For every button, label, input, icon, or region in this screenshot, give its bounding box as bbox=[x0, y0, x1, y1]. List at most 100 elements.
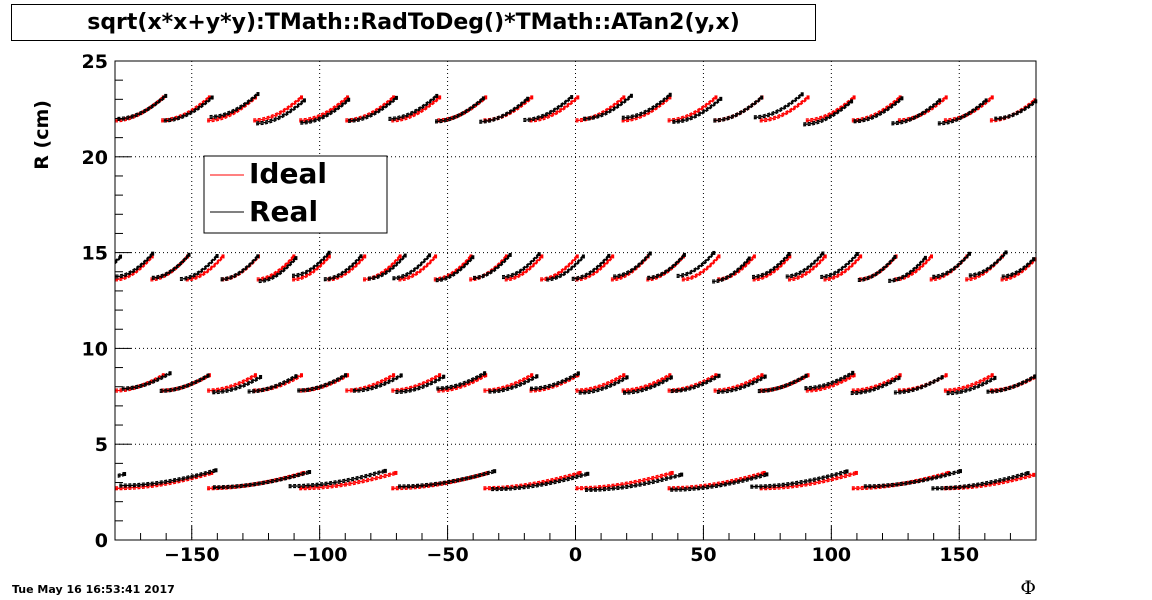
segment-end-marker bbox=[806, 95, 810, 100]
real-module-segment bbox=[435, 255, 475, 283]
segment-stroke bbox=[163, 95, 213, 120]
real-module-segment bbox=[672, 96, 723, 124]
segment-stroke bbox=[1001, 260, 1035, 279]
segment-end-marker bbox=[1033, 257, 1037, 262]
segment-stroke bbox=[391, 96, 441, 122]
segment-stroke bbox=[523, 97, 573, 123]
segment-stroke bbox=[891, 101, 941, 126]
segment-stroke bbox=[932, 253, 970, 278]
segment-stroke bbox=[288, 468, 386, 486]
segment-stroke bbox=[805, 376, 855, 393]
segment-stroke bbox=[220, 257, 259, 282]
segment-stroke bbox=[114, 98, 164, 123]
segment-stroke bbox=[179, 255, 218, 280]
segment-end-marker bbox=[221, 254, 225, 259]
segment-end-marker bbox=[851, 370, 855, 375]
real-module-segment bbox=[501, 252, 541, 280]
segment-end-marker bbox=[1033, 374, 1037, 379]
segment-end-marker bbox=[428, 253, 432, 258]
segment-end-marker bbox=[493, 469, 497, 474]
segment-stroke bbox=[578, 375, 628, 392]
segment-end-marker bbox=[850, 99, 854, 104]
segment-stroke bbox=[946, 378, 996, 396]
legend: Ideal Real bbox=[203, 155, 388, 234]
segment-end-marker bbox=[893, 254, 897, 259]
ideal-module-segment bbox=[433, 254, 473, 282]
segment-stroke bbox=[433, 254, 472, 279]
segment-stroke bbox=[785, 251, 824, 276]
segment-stroke bbox=[803, 100, 853, 126]
segment-stroke bbox=[291, 250, 330, 276]
segment-stroke bbox=[757, 373, 807, 391]
segment-stroke bbox=[256, 255, 295, 281]
real-module-segment bbox=[529, 371, 580, 391]
segment-stroke bbox=[397, 470, 495, 488]
y-tick-label: 25 bbox=[82, 51, 108, 73]
ideal-module-segment bbox=[681, 254, 721, 282]
segment-end-marker bbox=[383, 468, 387, 473]
segment-stroke bbox=[759, 376, 809, 393]
segment-stroke bbox=[256, 254, 295, 279]
real-module-segment bbox=[891, 98, 942, 126]
segment-stroke bbox=[670, 376, 720, 394]
segment-stroke bbox=[300, 97, 350, 122]
legend-real-label: Real bbox=[249, 195, 318, 228]
segment-end-marker bbox=[438, 95, 442, 100]
segment-end-marker bbox=[346, 95, 350, 100]
segment-stroke bbox=[367, 253, 406, 278]
segment-end-marker bbox=[787, 251, 791, 256]
segment-stroke bbox=[119, 469, 217, 487]
segment-end-marker bbox=[855, 251, 859, 256]
segment-end-marker bbox=[398, 254, 402, 259]
segment-end-marker bbox=[392, 373, 396, 378]
segment-stroke bbox=[670, 472, 768, 489]
segment-stroke bbox=[121, 374, 171, 391]
segment-stroke bbox=[621, 94, 671, 119]
segment-stroke bbox=[575, 95, 625, 120]
segment-stroke bbox=[392, 254, 431, 279]
segment-stroke bbox=[212, 469, 310, 487]
segment-stroke bbox=[647, 254, 685, 279]
segment-stroke bbox=[388, 93, 438, 119]
segment-stroke bbox=[891, 99, 941, 125]
segment-stroke bbox=[185, 257, 224, 282]
segment-stroke bbox=[716, 374, 766, 392]
segment-stroke bbox=[504, 257, 543, 282]
real-module-segment bbox=[220, 254, 260, 282]
segment-stroke bbox=[863, 470, 961, 488]
segment-stroke bbox=[436, 372, 486, 390]
real-module-segment bbox=[751, 251, 791, 280]
segment-stroke bbox=[785, 254, 824, 279]
segment-end-marker bbox=[854, 470, 858, 475]
segment-stroke bbox=[759, 96, 809, 122]
segment-stroke bbox=[584, 475, 682, 492]
segment-end-marker bbox=[714, 95, 718, 100]
segment-end-marker bbox=[765, 472, 769, 477]
segment-stroke bbox=[584, 472, 682, 490]
segment-stroke bbox=[621, 95, 671, 120]
segment-stroke bbox=[297, 374, 346, 392]
segment-stroke bbox=[968, 250, 1007, 275]
segment-stroke bbox=[483, 98, 533, 123]
segment-stroke bbox=[163, 96, 213, 122]
segment-stroke bbox=[750, 470, 848, 488]
segment-stroke bbox=[676, 253, 715, 278]
segment-stroke bbox=[345, 96, 395, 122]
segment-stroke bbox=[713, 98, 763, 123]
segment-end-marker bbox=[1004, 250, 1008, 255]
segment-end-marker bbox=[763, 374, 767, 379]
segment-stroke bbox=[398, 255, 437, 281]
ideal-module-segment bbox=[299, 470, 398, 491]
segment-end-marker bbox=[347, 97, 351, 102]
segment-stroke bbox=[805, 374, 855, 392]
ideal-module-segment bbox=[851, 373, 902, 393]
segment-stroke bbox=[523, 96, 573, 121]
segment-stroke bbox=[583, 93, 632, 119]
segment-stroke bbox=[965, 257, 1003, 282]
real-module-segment bbox=[367, 253, 407, 281]
segment-end-marker bbox=[622, 95, 626, 100]
real-module-segment bbox=[994, 99, 1038, 121]
segment-stroke bbox=[479, 99, 529, 124]
real-module-segment bbox=[583, 93, 633, 121]
segment-end-marker bbox=[629, 93, 633, 98]
